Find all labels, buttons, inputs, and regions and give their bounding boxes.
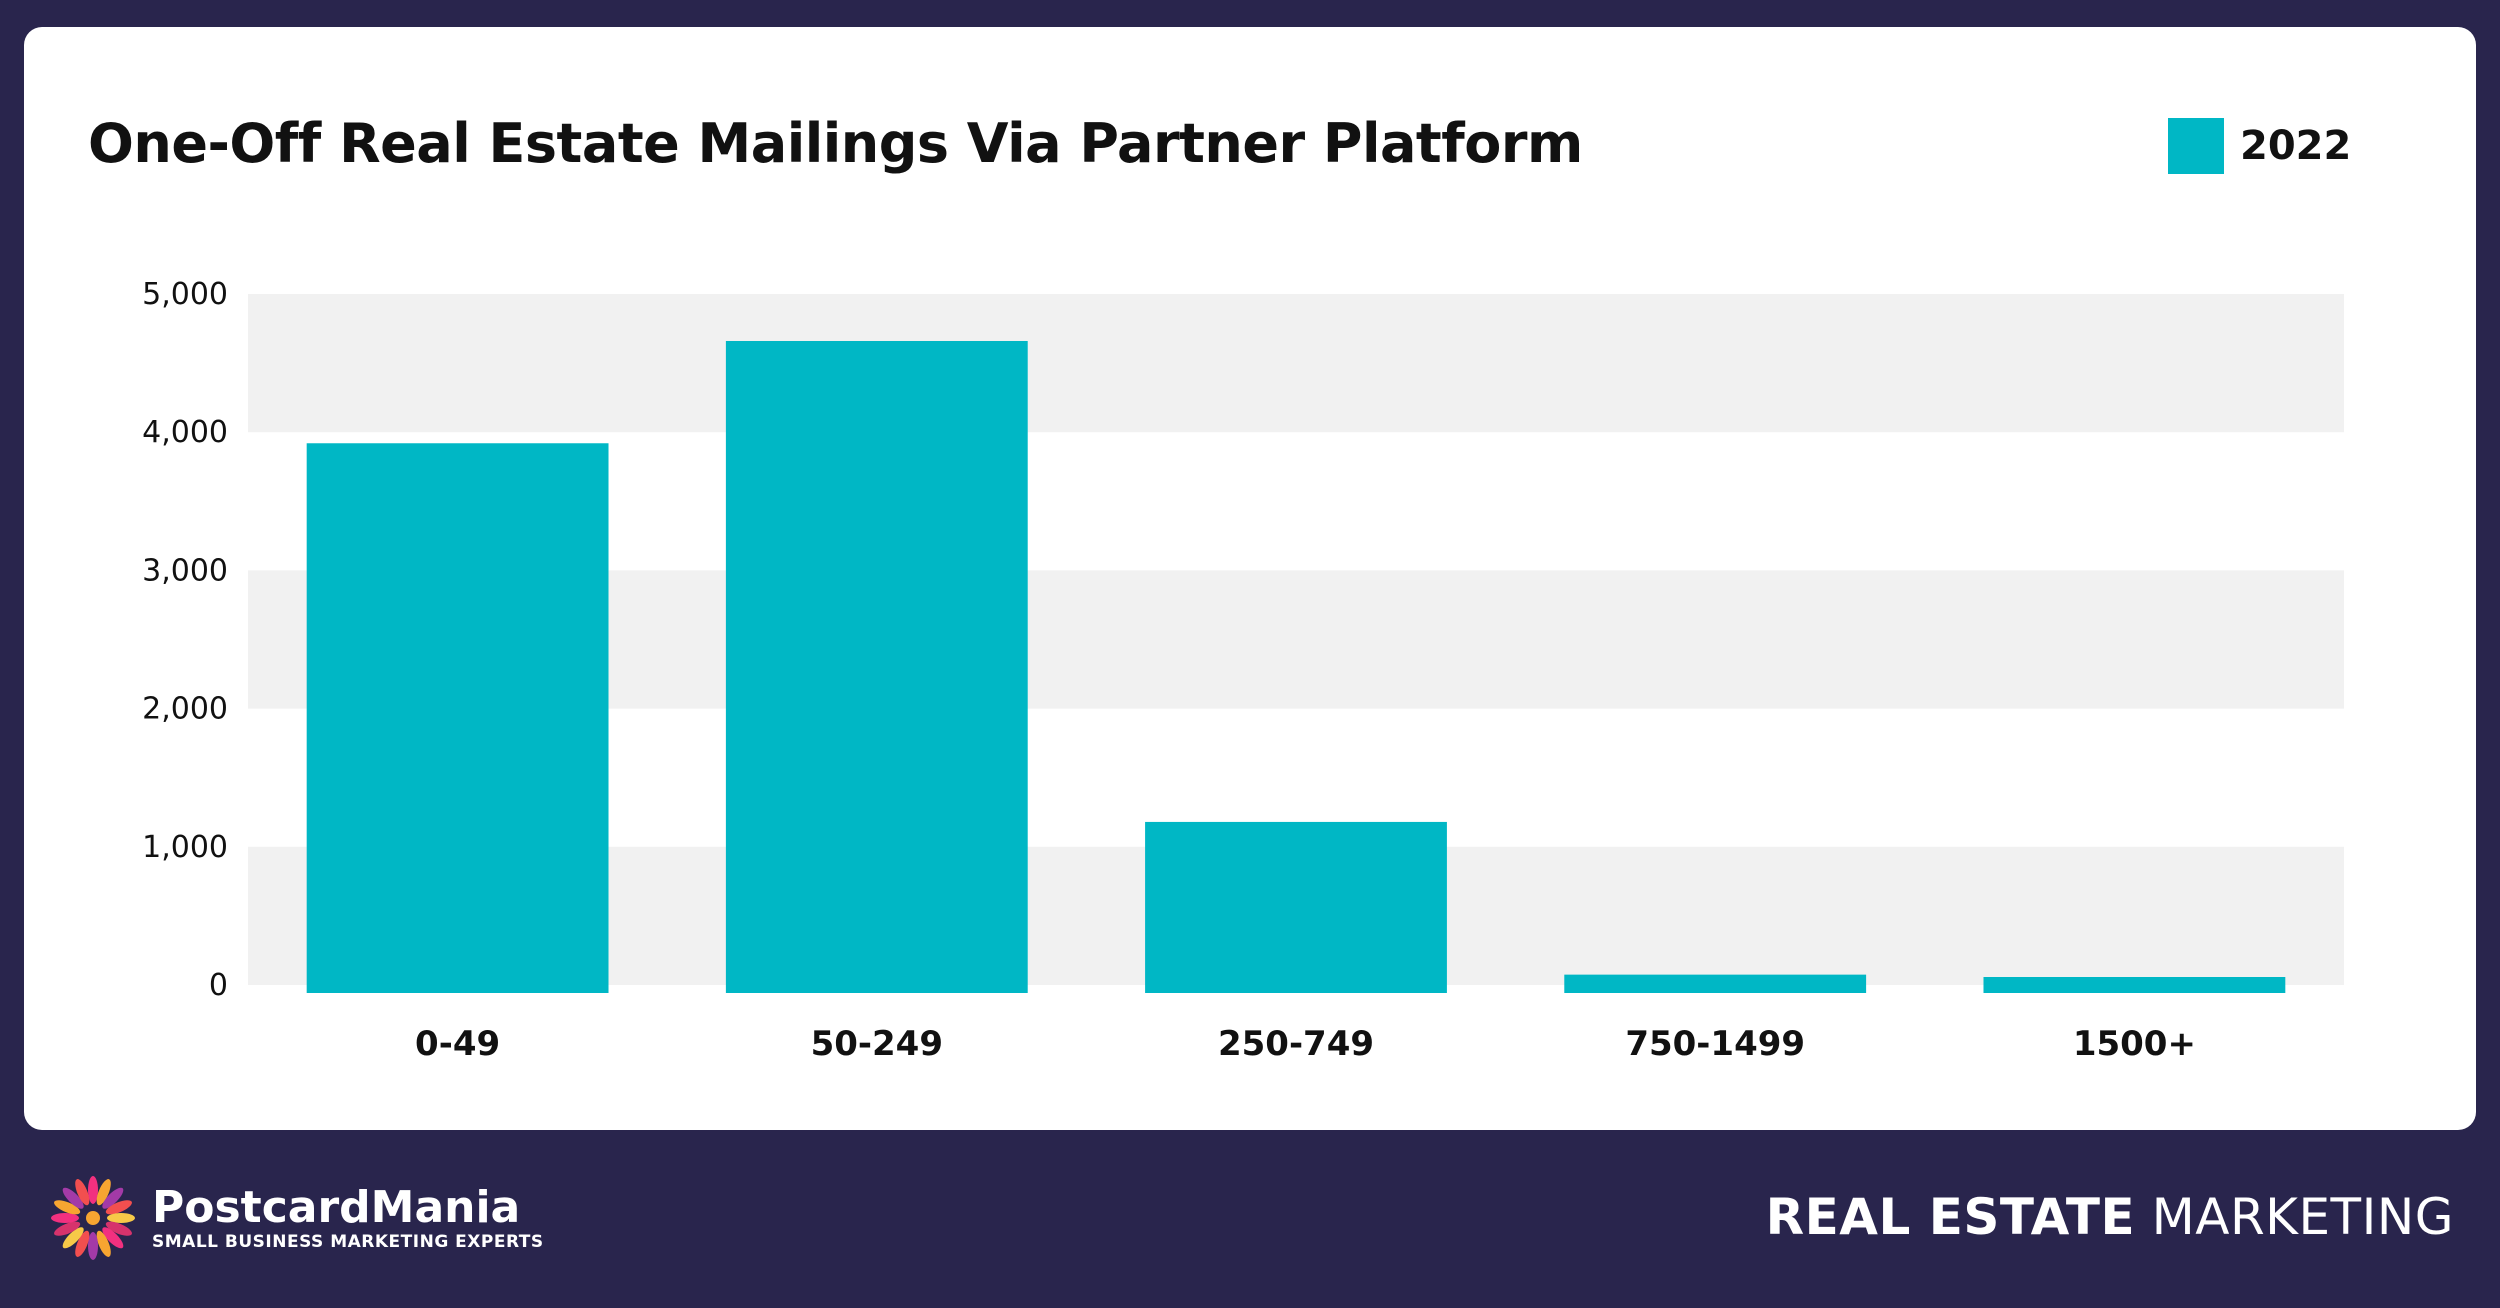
bar-0-49 — [306, 443, 609, 994]
section-label-light: MARKETING — [2151, 1188, 2454, 1246]
legend: 2022 — [2168, 118, 2351, 174]
brand-logo: PostcardMania SMALL BUSINESS MARKETING E… — [48, 1170, 544, 1266]
x-tick-label: 50-249 — [811, 1024, 943, 1064]
chart-title: One-Off Real Estate Mailings Via Partner… — [88, 112, 1583, 175]
legend-label: 2022 — [2240, 123, 2352, 169]
y-tick-label: 4,000 — [142, 415, 228, 450]
x-tick-label: 0-49 — [415, 1024, 500, 1064]
grid-band — [248, 294, 2344, 433]
brand-tagline: SMALL BUSINESS MARKETING EXPERTS — [152, 1232, 544, 1252]
x-tick-label: 750-1499 — [1625, 1024, 1805, 1064]
bar-750-1499 — [1564, 974, 1867, 993]
flower-logo-icon — [51, 1176, 135, 1260]
y-tick-label: 0 — [209, 968, 228, 1003]
bar-1500+ — [1983, 977, 2286, 993]
y-tick-label: 2,000 — [142, 692, 228, 727]
y-tick-label: 5,000 — [142, 277, 228, 312]
brand-name: PostcardMania — [152, 1182, 521, 1233]
legend-swatch — [2168, 118, 2224, 174]
bar-250-749 — [1145, 821, 1447, 993]
x-tick-label: 1500+ — [2073, 1024, 2196, 1064]
section-label: REAL ESTATE MARKETING — [1766, 1188, 2454, 1246]
y-tick-label: 1,000 — [142, 830, 228, 865]
section-label-strong: REAL ESTATE — [1765, 1188, 2136, 1246]
y-tick-label: 3,000 — [142, 553, 228, 588]
x-tick-label: 250-749 — [1218, 1024, 1374, 1064]
bar-50-249 — [725, 340, 1028, 993]
